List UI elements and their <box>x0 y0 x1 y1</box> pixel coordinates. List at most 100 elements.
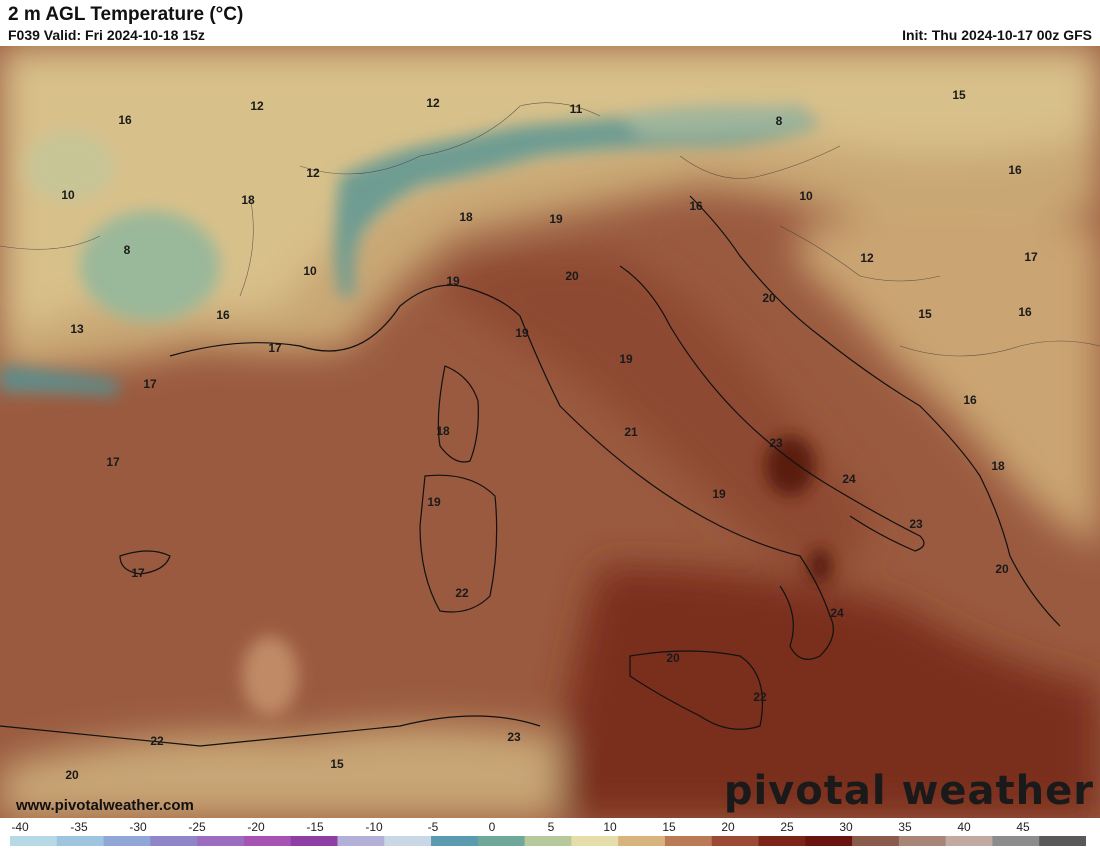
temperature-value-label: 20 <box>762 291 776 305</box>
scale-tick-label: 0 <box>488 820 496 834</box>
website-label[interactable]: www.pivotalweather.com <box>16 797 194 814</box>
map-header: 2 m AGL Temperature (°C) F039 Valid: Fri… <box>0 0 1100 46</box>
temperature-value-label: 18 <box>991 459 1005 473</box>
temperature-value-label: 18 <box>436 424 450 438</box>
temperature-value-label: 8 <box>775 114 783 128</box>
temperature-value-label: 16 <box>1008 163 1022 177</box>
colorbar-segment <box>852 836 900 846</box>
colorbar-segment <box>337 836 385 846</box>
temperature-value-label: 15 <box>330 757 344 771</box>
colorbar-segment <box>103 836 151 846</box>
temperature-value-label: 17 <box>106 455 120 469</box>
temperature-value-label: 16 <box>118 113 132 127</box>
temperature-value-label: 12 <box>426 96 440 110</box>
temperature-value-label: 17 <box>268 341 282 355</box>
temperature-value-label: 19 <box>549 212 563 226</box>
temperature-value-label: 18 <box>241 193 255 207</box>
temperature-value-label: 20 <box>666 651 680 665</box>
temperature-value-label: 8 <box>123 243 131 257</box>
temperature-value-label: 19 <box>712 487 726 501</box>
temperature-value-label: 17 <box>1024 250 1038 264</box>
scale-tick-label: -25 <box>188 820 206 834</box>
temperature-value-label: 17 <box>131 566 145 580</box>
colorbar-segment <box>290 836 338 846</box>
colorbar-segment <box>56 836 105 846</box>
init-time: Init: Thu 2024-10-17 00z GFS <box>902 27 1092 43</box>
scale-tick-label: 15 <box>662 820 676 834</box>
colorbar <box>10 836 1086 846</box>
map-title: 2 m AGL Temperature (°C) <box>8 4 244 25</box>
temperature-value-label: 17 <box>143 377 157 391</box>
temperature-value-label: 10 <box>303 264 317 278</box>
temperature-value-label: 18 <box>459 210 473 224</box>
colorbar-segment <box>197 836 245 846</box>
temperature-map[interactable]: 12 16 12 11 15 8 12 18 10 16 10 16 8 18 19 12 17 10 19 20 20… <box>0 46 1100 818</box>
temperature-value-label: 19 <box>427 495 441 509</box>
colorbar-segment <box>477 836 526 846</box>
scale-tick-label: 10 <box>603 820 617 834</box>
temperature-field <box>0 46 1100 818</box>
temperature-value-label: 11 <box>569 102 583 116</box>
colorbar-segment <box>384 836 432 846</box>
temperature-value-label: 21 <box>624 425 638 439</box>
colorbar-segment <box>945 836 993 846</box>
temperature-value-label: 16 <box>963 393 977 407</box>
colorbar-segment <box>571 836 619 846</box>
temperature-value-label: 15 <box>918 307 932 321</box>
temperature-value-label: 22 <box>455 586 469 600</box>
temperature-value-label: 23 <box>909 517 923 531</box>
colorbar-segment <box>524 836 572 846</box>
scale-tick-label: -5 <box>427 820 439 834</box>
scale-tick-label: 20 <box>721 820 735 834</box>
scale-tick-label: 35 <box>898 820 912 834</box>
temperature-value-label: 22 <box>753 690 767 704</box>
colorbar-segment <box>898 836 947 846</box>
temperature-value-label: 22 <box>150 734 164 748</box>
scale-tick-label: 30 <box>839 820 853 834</box>
scale-tick-label: 45 <box>1016 820 1030 834</box>
colorbar-segment <box>805 836 853 846</box>
colorbar-segment <box>150 836 198 846</box>
colorbar-segment <box>243 836 292 846</box>
temperature-value-label: 19 <box>619 352 633 366</box>
colorbar-segment <box>618 836 666 846</box>
scale-tick-label: -35 <box>70 820 88 834</box>
temperature-value-label: 24 <box>842 472 856 486</box>
scale-tick-label: -40 <box>11 820 29 834</box>
temperature-value-label: 19 <box>515 326 529 340</box>
temperature-value-label: 10 <box>61 188 75 202</box>
coastlines <box>0 195 1061 747</box>
temperature-value-label: 12 <box>860 251 874 265</box>
brand-logo: pivotal weather <box>723 768 1094 814</box>
temperature-value-label: 24 <box>830 606 844 620</box>
borders <box>0 102 1100 357</box>
temperature-value-label: 19 <box>446 274 460 288</box>
colorbar-segment <box>1039 836 1086 846</box>
scale-tick-label: -20 <box>247 820 265 834</box>
colorbar-segment <box>10 836 58 846</box>
scale-tick-label: -10 <box>365 820 383 834</box>
temperature-value-label: 15 <box>952 88 966 102</box>
scale-tick-label: 5 <box>547 820 555 834</box>
scale-tick-label: -30 <box>129 820 147 834</box>
colorbar-segment <box>758 836 806 846</box>
temperature-value-label: 13 <box>70 322 84 336</box>
colorbar-segment <box>992 836 1040 846</box>
temperature-value-label: 20 <box>995 562 1009 576</box>
temperature-value-label: 20 <box>565 269 579 283</box>
scale-tick-label: 25 <box>780 820 794 834</box>
colorbar-segment <box>431 836 479 846</box>
temperature-value-label: 16 <box>1018 305 1032 319</box>
temperature-value-label: 12 <box>250 99 264 113</box>
temperature-value-label: 10 <box>799 189 813 203</box>
temperature-value-label: 12 <box>306 166 320 180</box>
scale-tick-label: 40 <box>957 820 971 834</box>
scale-tick-label: -15 <box>306 820 324 834</box>
color-scale: -40 -35 -30 -25 -20 -15 -10 -5 0 5 10 15 20 25 30 35 40 4… <box>0 818 1100 850</box>
valid-time: F039 Valid: Fri 2024-10-18 15z <box>8 27 205 43</box>
temperature-value-label: 16 <box>216 308 230 322</box>
temperature-value-label: 23 <box>507 730 521 744</box>
colorbar-segment <box>711 836 760 846</box>
colorbar-segment <box>664 836 713 846</box>
temperature-value-label: 23 <box>769 436 783 450</box>
